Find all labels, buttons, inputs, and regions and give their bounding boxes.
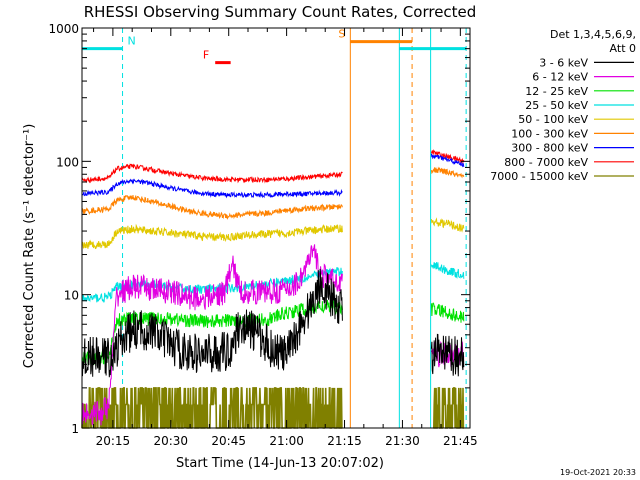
legend-header: Att 0	[610, 42, 636, 55]
series-7000-15000-kev-segment-1	[81, 387, 343, 429]
x-tick-label: 21:00	[269, 434, 304, 448]
y-tick-label: 1	[71, 422, 79, 436]
series-25-50-kev-segment-2	[430, 262, 465, 279]
annotation-bars: N F S	[82, 28, 467, 65]
legend-label: 7000 - 15000 keV	[490, 170, 588, 183]
footer-date: 19-Oct-2021 20:33	[560, 468, 636, 477]
series-300-800-kev-segment-1	[81, 178, 343, 199]
legend-header: Det 1,3,4,5,6,9,	[550, 28, 636, 41]
y-axis-label: Corrected Count Rate (s⁻¹ detector⁻¹)	[22, 124, 37, 369]
x-tick-label: 20:45	[211, 434, 246, 448]
legend-label: 6 - 12 keV	[532, 71, 588, 84]
series-7000-15000-kev-segment-2	[433, 387, 465, 429]
legend-label: 300 - 800 keV	[511, 142, 588, 155]
annotation-label: N	[128, 35, 136, 48]
series-3-6-kev-segment-1	[81, 268, 343, 378]
series-12-25-kev-segment-2	[430, 302, 465, 323]
series-group	[81, 149, 465, 429]
x-tick-label: 21:15	[327, 434, 362, 448]
marker-lines	[122, 28, 467, 428]
annotation-label: S	[338, 28, 345, 41]
legend-label: 100 - 300 keV	[511, 127, 588, 140]
x-tick-label: 21:30	[385, 434, 420, 448]
plot-frame	[81, 27, 471, 429]
series-50-100-kev-segment-2	[430, 217, 465, 233]
series-300-800-kev-segment-2	[430, 153, 465, 168]
annotation-label: F	[203, 49, 209, 62]
legend-label: 3 - 6 keV	[539, 56, 588, 69]
y-tick-label: 10	[64, 289, 79, 303]
axes: 20:15 20:30 20:45 21:00 21:15 21:30 21:45 1 10 10…	[48, 22, 477, 448]
series-3-6-kev-segment-2	[430, 333, 465, 377]
series-6-12-kev-segment-1	[81, 244, 343, 426]
legend: Det 1,3,4,5,6,9,Att 0 3 - 6 keV 6 - 12 keV…	[490, 28, 636, 183]
legend-label: 25 - 50 keV	[525, 99, 588, 112]
x-tick-label: 21:45	[443, 434, 478, 448]
series-800-7000-kev-segment-2	[430, 149, 465, 164]
x-axis-label: Start Time (14-Jun-13 20:07:02)	[176, 456, 384, 471]
legend-label: 12 - 25 keV	[525, 85, 588, 98]
y-tick-label: 100	[56, 155, 79, 169]
legend-label: 50 - 100 keV	[518, 113, 588, 126]
series-50-100-kev-segment-1	[81, 223, 343, 250]
y-tick-label: 1000	[48, 22, 79, 36]
series-100-300-kev-segment-1	[81, 194, 343, 220]
legend-label: 800 - 7000 keV	[504, 156, 588, 169]
x-tick-label: 20:15	[96, 434, 131, 448]
x-tick-label: 20:30	[153, 434, 188, 448]
series-100-300-kev-segment-2	[430, 166, 465, 179]
series-800-7000-kev-segment-1	[81, 163, 343, 184]
chart-title: RHESSI Observing Summary Count Rates, Co…	[84, 3, 477, 21]
